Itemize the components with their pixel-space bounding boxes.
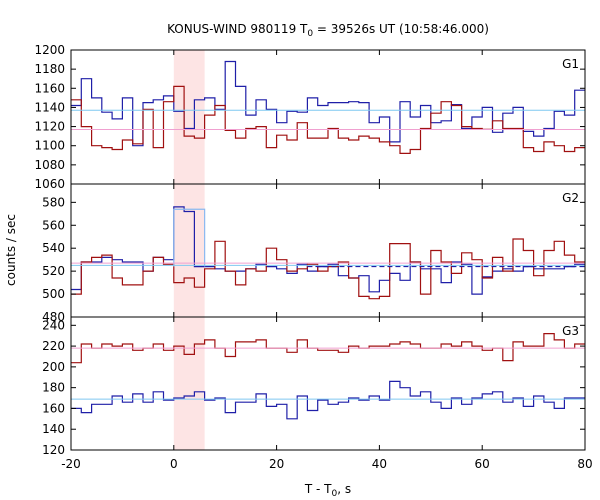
y-tick-label: 480 <box>42 310 65 324</box>
chart-title-main: KONUS-WIND 980119 T <box>167 22 308 36</box>
plot-area: 10601080110011201140116011801200G1480500… <box>34 43 592 471</box>
panel-frame <box>70 183 586 318</box>
y-tick-label: 1160 <box>34 81 65 95</box>
chart-title-rest: = 39526s UT (10:58:46.000) <box>313 22 489 36</box>
chart-title: KONUS-WIND 980119 T0 = 39526s UT (10:58:… <box>167 22 489 39</box>
x-axis-label-rest: , s <box>337 482 351 496</box>
y-tick-label: 160 <box>42 401 65 415</box>
panel-g2: 480 500 520 540 560 580 G2 <box>42 183 586 324</box>
y-tick-label: 1060 <box>34 177 65 191</box>
y-axis-label: counts / sec <box>4 214 18 286</box>
y-tick-label: 1120 <box>34 120 65 134</box>
x-axis-label-main: T - T <box>304 482 332 496</box>
y-tick-label: 220 <box>42 339 65 353</box>
y-tick-label: 120 <box>42 443 65 457</box>
x-tick-label: 40 <box>372 457 387 471</box>
y-tick-label: 1200 <box>34 43 65 57</box>
panel-g3: 120 140 160 180 200 220 240 G3 <box>42 316 586 457</box>
y-tick-label: 200 <box>42 360 65 374</box>
x-tick-label: 80 <box>577 457 592 471</box>
y-tick-label: 240 <box>42 318 65 332</box>
series-g1-red-step <box>71 85 585 154</box>
y-tick-label: 500 <box>42 287 65 301</box>
x-axis-label-subscript: 0 <box>332 489 338 499</box>
panel-label: G3 <box>562 324 579 338</box>
y-tick-label: 1100 <box>34 139 65 153</box>
y-tick-label: 180 <box>42 381 65 395</box>
y-tick-label: 520 <box>42 264 65 278</box>
panel-label: G1 <box>562 57 579 71</box>
panel-label: G2 <box>562 191 579 205</box>
x-axis: -20 0 20 40 60 80 <box>61 457 592 471</box>
panel-frame <box>70 49 586 185</box>
y-tick-label: 560 <box>42 218 65 232</box>
series-g2-red-step <box>71 238 585 300</box>
panel-g1: 1060 1080 1100 1120 1140 1160 1180 1200 G1 <box>34 43 586 191</box>
x-tick-label: 60 <box>475 457 490 471</box>
x-axis-label: T - T0, s <box>304 482 351 499</box>
series-g1-blue-step <box>71 60 585 147</box>
x-tick-label: 20 <box>269 457 284 471</box>
series-g2-spike-spike <box>173 208 206 267</box>
series-g3-blue-step <box>71 380 585 420</box>
highlight-band <box>173 50 205 450</box>
y-tick-label: 1080 <box>34 158 65 172</box>
y-tick-label: 140 <box>42 422 65 436</box>
y-tick-label: 1180 <box>34 62 65 76</box>
x-tick-label: -20 <box>61 457 81 471</box>
y-tick-label: 1140 <box>34 100 65 114</box>
chart-title-subscript: 0 <box>307 29 313 39</box>
series-g2-blue-step <box>71 206 585 295</box>
y-tick-label: 540 <box>42 241 65 255</box>
panel-frame <box>70 316 586 451</box>
x-tick-label: 0 <box>170 457 178 471</box>
y-tick-label: 580 <box>42 195 65 209</box>
